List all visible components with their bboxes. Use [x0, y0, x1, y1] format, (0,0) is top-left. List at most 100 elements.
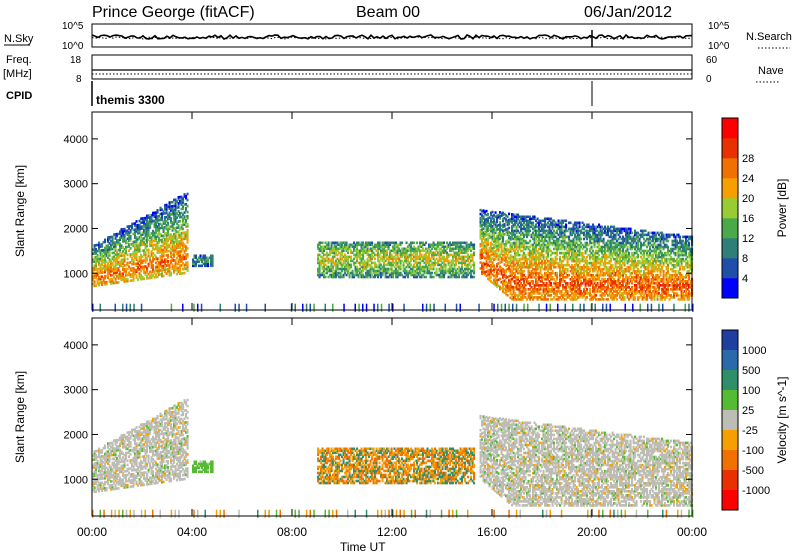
echo-cell	[153, 243, 156, 247]
echo-cell	[523, 282, 526, 285]
echo-cell	[150, 240, 153, 243]
echo-cell	[159, 216, 162, 220]
echo-cell	[599, 294, 602, 297]
echo-cell	[595, 278, 598, 281]
echo-cell	[420, 255, 423, 259]
echo-cell	[336, 263, 339, 267]
echo-cell	[387, 243, 390, 247]
echo-cell	[461, 267, 464, 271]
echo-cell	[119, 276, 122, 280]
echo-cell	[321, 257, 324, 261]
echo-cell	[464, 267, 467, 271]
echo-cell	[590, 251, 593, 255]
echo-cell	[590, 296, 593, 299]
echo-cell	[211, 254, 214, 258]
echo-cell	[533, 263, 536, 267]
echo-cell	[577, 221, 580, 225]
echo-cell	[619, 249, 622, 253]
echo-cell	[493, 280, 496, 284]
echo-cell	[135, 276, 138, 280]
echo-cell	[614, 280, 617, 283]
echo-cell	[512, 229, 515, 233]
echo-cell	[368, 243, 371, 247]
echo-cell	[162, 252, 165, 256]
echo-cell	[515, 253, 518, 257]
echo-cell	[108, 252, 111, 255]
echo-cell	[404, 253, 407, 257]
echo-cell	[485, 258, 488, 261]
echo-cell	[96, 274, 99, 277]
echo-cell	[320, 255, 323, 259]
echo-cell	[131, 222, 134, 226]
echo-cell	[526, 261, 529, 265]
echo-cell	[554, 225, 557, 229]
echo-cell	[502, 241, 505, 245]
echo-cell	[210, 256, 213, 260]
echo-cell	[144, 271, 147, 274]
echo-cell	[490, 247, 493, 251]
echo-cell	[387, 275, 390, 279]
echo-cell	[174, 234, 177, 238]
echo-cell	[129, 239, 132, 242]
echo-cell	[135, 262, 138, 265]
echo-cell	[559, 263, 562, 267]
echo-cell	[559, 229, 562, 233]
echo-cell	[490, 264, 493, 267]
echo-cell	[171, 206, 174, 210]
echo-cell	[592, 231, 595, 235]
echo-cell	[580, 251, 583, 255]
echo-cell	[393, 269, 396, 273]
echo-cell	[497, 258, 500, 261]
echo-cell	[149, 258, 152, 262]
echo-cell	[602, 239, 605, 243]
echo-cell	[571, 292, 574, 295]
echo-cell	[453, 265, 456, 269]
echo-cell	[455, 261, 458, 265]
echo-cell	[583, 245, 586, 249]
echo-cell	[465, 247, 468, 251]
echo-cell	[140, 275, 143, 279]
echo-cell	[565, 219, 568, 223]
echo-cell	[384, 273, 387, 277]
echo-cell	[416, 241, 419, 245]
echo-cell	[341, 257, 344, 261]
echo-cell	[622, 282, 625, 285]
echo-cell	[500, 280, 503, 284]
echo-cell	[333, 273, 336, 277]
echo-cell	[545, 271, 548, 275]
echo-cell	[99, 249, 102, 252]
echo-cell	[488, 228, 491, 231]
echo-cell	[562, 235, 565, 239]
echo-cell	[506, 263, 509, 267]
echo-cell	[583, 271, 586, 275]
echo-cell	[487, 257, 490, 260]
echo-cell	[502, 237, 505, 241]
echo-cell	[503, 255, 506, 258]
echo-cell	[604, 231, 607, 235]
echo-cell	[186, 210, 189, 214]
echo-cell	[147, 226, 150, 229]
echo-cell	[515, 219, 518, 223]
echo-cell	[488, 274, 491, 278]
echo-cell	[488, 248, 491, 252]
echo-cell	[497, 278, 500, 281]
echo-cell	[342, 247, 345, 251]
echo-cell	[357, 269, 360, 273]
echo-cell	[156, 235, 159, 238]
echo-cell	[523, 263, 526, 267]
echo-cell	[123, 276, 126, 279]
echo-cell	[538, 259, 541, 263]
echo-cell	[471, 263, 474, 267]
echo-cell	[114, 265, 117, 268]
echo-cell	[110, 235, 113, 239]
echo-cell	[557, 288, 560, 291]
echo-cell	[548, 267, 551, 271]
echo-cell	[562, 263, 565, 267]
echo-cell	[599, 249, 602, 253]
echo-cell	[159, 273, 162, 276]
echo-cell	[327, 265, 330, 269]
echo-cell	[354, 255, 357, 259]
echo-cell	[386, 263, 389, 267]
echo-cell	[465, 273, 468, 277]
echo-cell	[581, 276, 584, 279]
